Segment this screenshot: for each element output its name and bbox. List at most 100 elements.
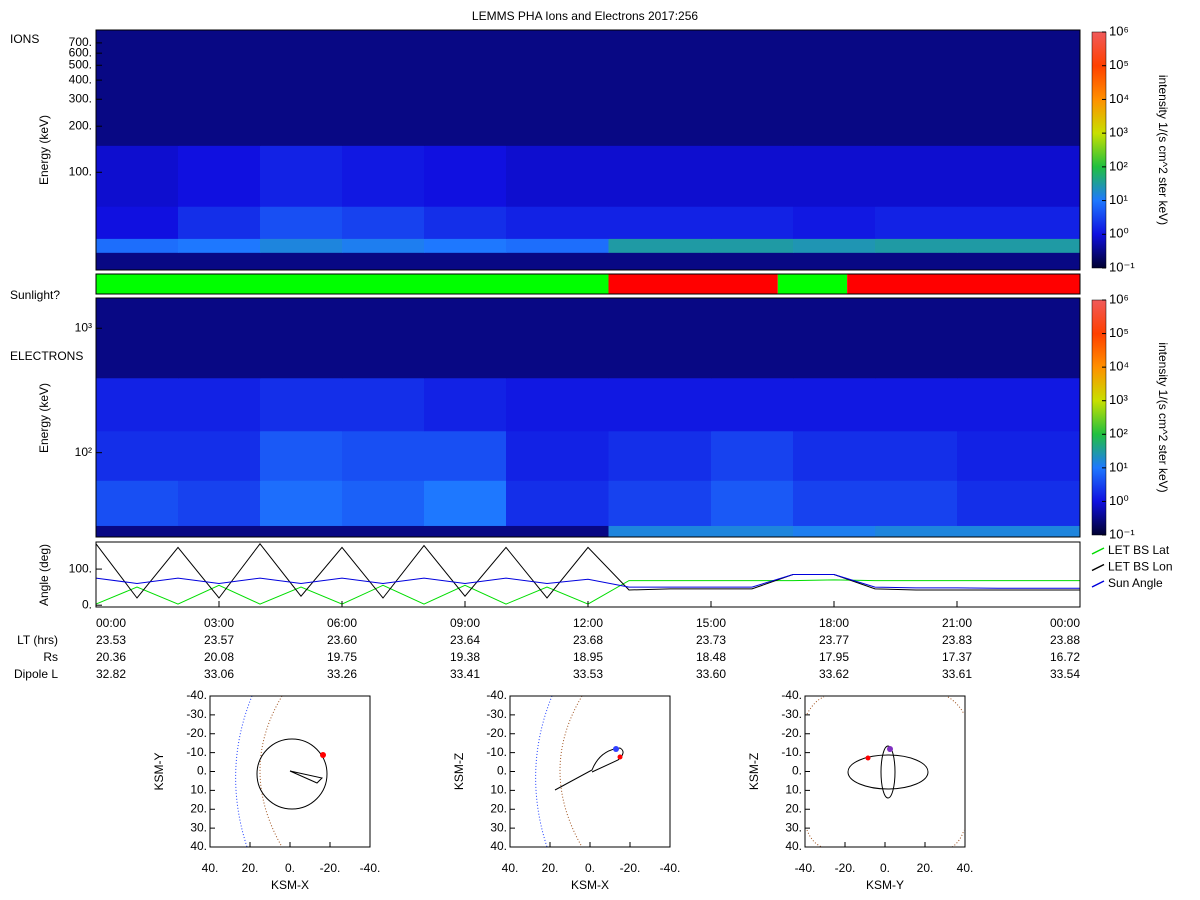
x-tick-label: 15:00 xyxy=(696,616,726,630)
orbit-path xyxy=(256,738,328,810)
spectrogram-cell xyxy=(424,480,507,526)
spectrogram-cell xyxy=(260,238,343,253)
y-tick-label: -40. xyxy=(186,688,207,702)
position-marker xyxy=(865,755,871,761)
ephemeris-value: 32.82 xyxy=(96,667,126,681)
ephemeris-value: 18.48 xyxy=(696,650,726,664)
ephemeris-value: 23.64 xyxy=(450,633,480,647)
ephemeris-value: 33.26 xyxy=(327,667,357,681)
spectrogram-cell xyxy=(793,145,876,207)
spectrogram-cell xyxy=(96,252,179,271)
y-tick-label: 10. xyxy=(490,783,507,797)
y-tick-label: -40. xyxy=(486,688,507,702)
colorbar-tick-label: 10⁶ xyxy=(1109,291,1129,306)
colorbar-tick-label: 10⁰ xyxy=(1109,226,1129,241)
spectrogram-cell xyxy=(793,377,876,432)
spectrogram-cell xyxy=(342,430,425,481)
spectrogram-cell xyxy=(793,298,876,379)
spectrogram-cell xyxy=(506,30,609,146)
spectrogram-cell xyxy=(957,525,1081,538)
y-axis-label: Energy (keV) xyxy=(37,115,51,185)
y-tick-label: 200. xyxy=(69,118,92,132)
colorbar-label: intensity 1/(s cm^2 ster keV) xyxy=(1156,75,1170,225)
y-tick-label: -20. xyxy=(486,726,507,740)
spectrogram-cell xyxy=(608,377,712,432)
y-axis-label: KSM-Z xyxy=(452,753,466,790)
ephemeris-value: 16.72 xyxy=(1050,650,1080,664)
colorbar-tick-label: 10² xyxy=(1109,426,1128,441)
x-tick-label: 40. xyxy=(202,861,219,875)
spectrogram-cell xyxy=(424,377,507,432)
panel-label: IONS xyxy=(10,32,39,46)
state-segment xyxy=(96,274,609,294)
spectrogram-cell xyxy=(506,252,609,271)
y-tick-label: 20. xyxy=(190,801,207,815)
spectrogram-cell xyxy=(957,238,1081,253)
spectrogram-cell xyxy=(424,145,507,207)
y-tick-label: -10. xyxy=(486,745,507,759)
plot-frame xyxy=(95,29,1081,271)
colorbar-tick-label: 10⁵ xyxy=(1109,57,1129,72)
x-tick-label: 0. xyxy=(285,861,295,875)
bow-shock-line xyxy=(559,695,583,848)
magnetopause-line xyxy=(535,695,553,848)
spectrogram-cell xyxy=(342,377,425,432)
y-tick-label: 30. xyxy=(190,820,207,834)
y-axis-label: KSM-Z xyxy=(747,753,761,790)
x-tick-label: 0. xyxy=(880,861,890,875)
spectrogram-cell xyxy=(260,298,343,379)
spectrogram-cell xyxy=(711,206,794,239)
spectrogram-cell xyxy=(793,206,876,239)
spectrogram-cell xyxy=(260,377,343,432)
y-tick-label: 40. xyxy=(190,839,207,853)
y-tick-label: -30. xyxy=(781,707,802,721)
orbit-sketch xyxy=(235,695,965,848)
x-tick-label: 12:00 xyxy=(573,616,603,630)
orbit-path xyxy=(847,754,929,790)
y-tick-label: 40. xyxy=(785,839,802,853)
spectrogram-cell xyxy=(506,377,609,432)
spectrogram-cell xyxy=(608,30,712,146)
y-tick-label: 500. xyxy=(69,57,92,71)
ephemeris-value: 23.73 xyxy=(696,633,726,647)
spectrogram-cell xyxy=(711,30,794,146)
spectrogram-cell xyxy=(711,145,794,207)
ephemeris-value: 33.62 xyxy=(819,667,849,681)
spectrogram-cell xyxy=(711,298,794,379)
angle-line xyxy=(95,542,1080,599)
position-marker xyxy=(617,754,623,760)
spectrogram-cell xyxy=(957,480,1081,526)
colorbar xyxy=(1091,31,1107,269)
spectrogram-cell xyxy=(260,430,343,481)
ephemeris-name: LT (hrs) xyxy=(17,633,58,647)
spectrogram-cell xyxy=(957,145,1081,207)
ephemeris-value: 19.75 xyxy=(327,650,357,664)
spectrogram-cell xyxy=(260,145,343,207)
spectrogram-cell xyxy=(875,206,958,239)
x-tick-label: 21:00 xyxy=(942,616,972,630)
spectrogram-cell xyxy=(424,430,507,481)
spectrogram-cell xyxy=(875,238,958,253)
spectrogram-cell xyxy=(506,298,609,379)
legend-label: LET BS Lon xyxy=(1108,560,1173,574)
angle-line xyxy=(95,579,1080,605)
ephemeris-value: 19.38 xyxy=(450,650,480,664)
ephemeris-value: 33.61 xyxy=(942,667,972,681)
spectrogram-cell xyxy=(178,206,261,239)
plot-frame xyxy=(95,273,1081,295)
spectrogram-cell xyxy=(711,377,794,432)
x-tick-label: 40. xyxy=(957,861,974,875)
ephemeris-value: 23.88 xyxy=(1050,633,1080,647)
spectrogram-cell xyxy=(875,525,958,538)
colorbar-tick-label: 10¹ xyxy=(1109,459,1128,474)
spectrogram-cell xyxy=(875,430,958,481)
colorbar-tick-label: 10⁻¹ xyxy=(1109,259,1135,274)
spectrogram-cell xyxy=(424,238,507,253)
spectrogram-cell xyxy=(793,525,876,538)
legend-swatch xyxy=(1091,563,1105,572)
spectrogram-cell xyxy=(424,252,507,271)
x-tick-label: -20. xyxy=(620,861,641,875)
spectrogram-cell xyxy=(793,30,876,146)
panel-label: ELECTRONS xyxy=(10,349,83,363)
